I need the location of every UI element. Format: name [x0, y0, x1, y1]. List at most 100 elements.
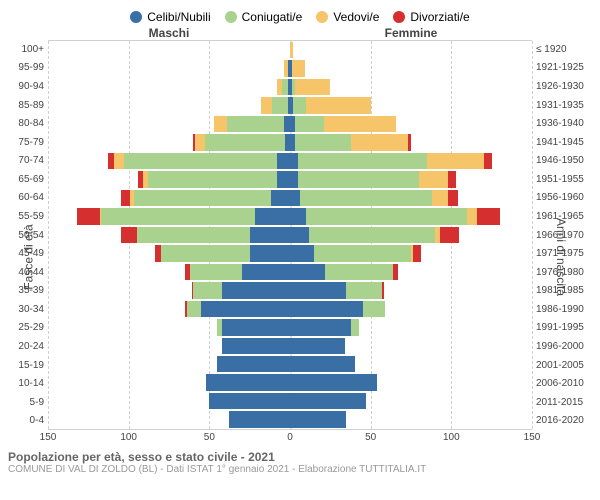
female-bar — [290, 319, 532, 335]
pyramid-row — [48, 152, 532, 170]
females-header: Femmine — [290, 26, 532, 40]
age-label: 75-79 — [6, 133, 48, 152]
female-bar — [290, 393, 532, 409]
birth-label: 1951-1955 — [532, 170, 594, 189]
pyramid-row — [48, 318, 532, 336]
legend-item: Coniugati/e — [225, 10, 303, 24]
birth-label: 2006-2010 — [532, 374, 594, 393]
pyramid-row — [48, 263, 532, 281]
age-label: 65-69 — [6, 170, 48, 189]
age-label: 55-59 — [6, 207, 48, 226]
pyramid-row — [48, 373, 532, 391]
male-bar — [48, 282, 290, 298]
age-label: 5-9 — [6, 393, 48, 412]
birth-label: 1991-1995 — [532, 319, 594, 338]
pyramid-row — [48, 281, 532, 299]
female-bar — [290, 171, 532, 187]
pyramid-row — [48, 410, 532, 428]
pyramid-row — [48, 244, 532, 262]
male-bar — [48, 356, 290, 372]
legend-label: Divorziati/e — [410, 10, 469, 24]
x-ticks: 15010050050100150 — [48, 432, 532, 446]
male-bar — [48, 190, 290, 206]
pyramid-row — [48, 300, 532, 318]
male-bar — [48, 171, 290, 187]
legend-swatch — [225, 11, 237, 23]
age-label: 100+ — [6, 40, 48, 59]
female-bar — [290, 338, 532, 354]
x-tick: 100 — [120, 432, 137, 443]
pyramid-row — [48, 170, 532, 188]
male-bar — [48, 245, 290, 261]
female-bar — [290, 153, 532, 169]
legend-label: Celibi/Nubili — [147, 10, 210, 24]
rows — [48, 41, 532, 429]
footer-title: Popolazione per età, sesso e stato civil… — [8, 450, 592, 464]
male-bar — [48, 227, 290, 243]
males-header: Maschi — [48, 26, 290, 40]
male-bar — [48, 79, 290, 95]
birth-label: 1936-1940 — [532, 114, 594, 133]
legend-item: Vedovi/e — [316, 10, 379, 24]
x-axis: 15010050050100150 — [6, 432, 594, 446]
birth-label: ≤ 1920 — [532, 40, 594, 59]
x-tick: 100 — [443, 432, 460, 443]
male-bar — [48, 411, 290, 427]
male-bar — [48, 42, 290, 58]
legend-label: Coniugati/e — [242, 10, 303, 24]
female-bar — [290, 116, 532, 132]
male-bar — [48, 153, 290, 169]
age-label: 80-84 — [6, 114, 48, 133]
birth-label: 2016-2020 — [532, 412, 594, 431]
pyramid-row — [48, 78, 532, 96]
birth-label: 1921-1925 — [532, 59, 594, 78]
female-bar — [290, 374, 532, 390]
female-bar — [290, 227, 532, 243]
male-bar — [48, 116, 290, 132]
female-bar — [290, 245, 532, 261]
female-bar — [290, 79, 532, 95]
footer: Popolazione per età, sesso e stato civil… — [6, 446, 594, 477]
x-tick: 50 — [204, 432, 215, 443]
male-bar — [48, 97, 290, 113]
pyramid-row — [48, 392, 532, 410]
female-bar — [290, 60, 532, 76]
male-bar — [48, 393, 290, 409]
column-headers: Maschi Femmine — [6, 26, 594, 40]
x-tick: 150 — [40, 432, 57, 443]
male-bar — [48, 134, 290, 150]
male-bar — [48, 301, 290, 317]
legend-item: Celibi/Nubili — [130, 10, 210, 24]
pyramid-row — [48, 133, 532, 151]
birth-label: 1986-1990 — [532, 300, 594, 319]
legend-label: Vedovi/e — [333, 10, 379, 24]
male-bar — [48, 208, 290, 224]
legend-swatch — [316, 11, 328, 23]
female-bar — [290, 356, 532, 372]
female-bar — [290, 42, 532, 58]
legend-swatch — [393, 11, 405, 23]
pyramid-row — [48, 59, 532, 77]
plot-area: Fasce di età 100+95-9990-9485-8980-8475-… — [6, 40, 594, 430]
female-bar — [290, 208, 532, 224]
female-bar — [290, 411, 532, 427]
y-axis-title-left: Fasce di età — [22, 224, 36, 289]
birth-label: 2001-2005 — [532, 356, 594, 375]
birth-label: 1926-1930 — [532, 77, 594, 96]
age-label: 30-34 — [6, 300, 48, 319]
birth-label: 1931-1935 — [532, 96, 594, 115]
birth-label: 1941-1945 — [532, 133, 594, 152]
legend-item: Divorziati/e — [393, 10, 469, 24]
age-label: 25-29 — [6, 319, 48, 338]
footer-subtitle: COMUNE DI VAL DI ZOLDO (BL) - Dati ISTAT… — [8, 464, 592, 475]
pyramid-row — [48, 115, 532, 133]
pyramid-row — [48, 355, 532, 373]
male-bar — [48, 338, 290, 354]
male-bar — [48, 374, 290, 390]
pyramid-row — [48, 41, 532, 59]
age-label: 15-19 — [6, 356, 48, 375]
male-bar — [48, 319, 290, 335]
female-bar — [290, 282, 532, 298]
birth-label: 1956-1960 — [532, 189, 594, 208]
age-label: 60-64 — [6, 189, 48, 208]
